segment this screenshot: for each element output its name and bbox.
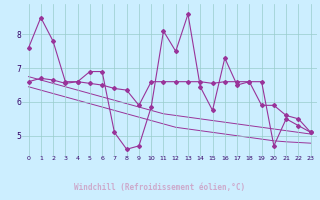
- Text: Windchill (Refroidissement éolien,°C): Windchill (Refroidissement éolien,°C): [75, 183, 245, 192]
